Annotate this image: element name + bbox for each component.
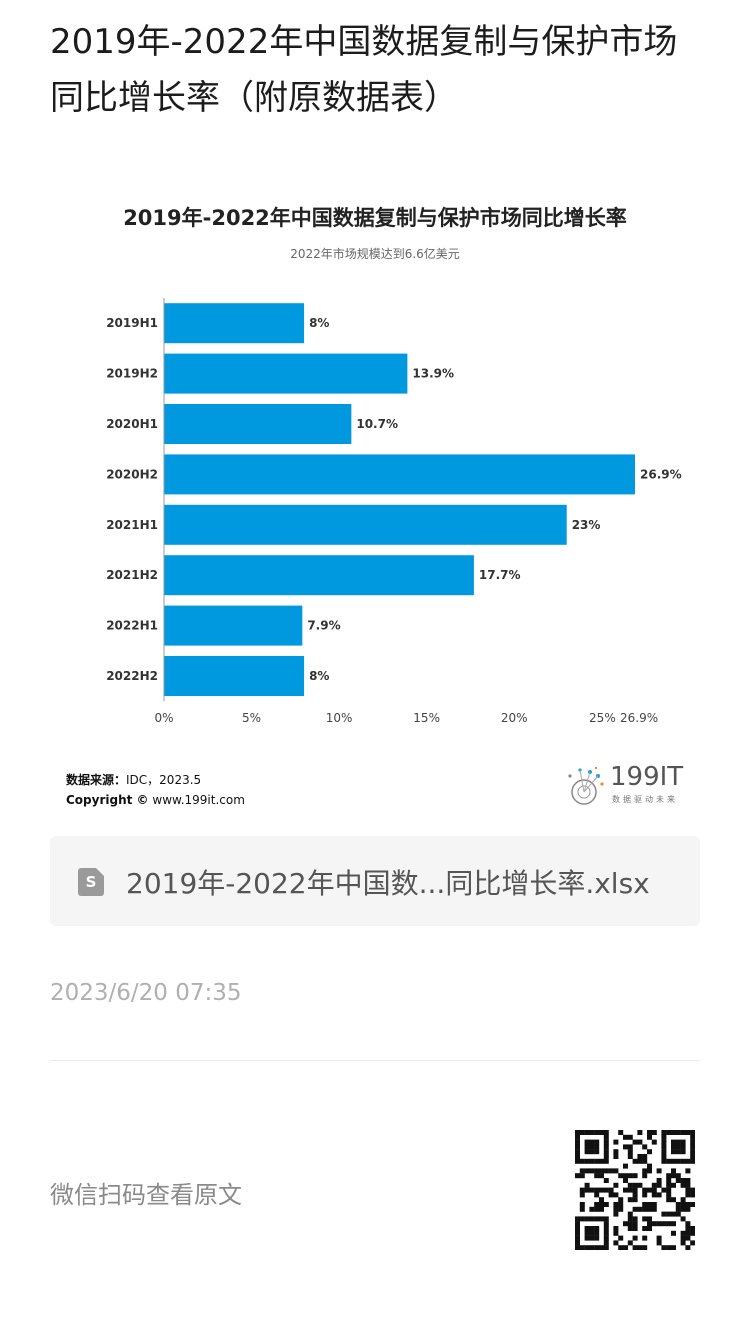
- qr-code-icon[interactable]: [575, 1130, 695, 1250]
- x-tick-label: 0%: [154, 711, 173, 725]
- bar-chart: 2019年-2022年中国数据复制与保护市场同比增长率 2022年市场规模达到6…: [106, 206, 682, 725]
- logo-199it: 199IT 数据驱动未来: [560, 762, 700, 812]
- divider: [50, 1060, 700, 1061]
- value-label: 8%: [309, 316, 329, 330]
- page-title: 2019年-2022年中国数据复制与保护市场同比增长率（附原数据表）: [50, 22, 678, 118]
- spreadsheet-file-icon: S: [78, 868, 104, 896]
- scan-to-view-text: 微信扫码查看原文: [50, 1181, 242, 1209]
- value-label: 8%: [309, 669, 329, 683]
- bar-2020H2: [164, 454, 635, 495]
- category-label: 2020H1: [106, 417, 158, 431]
- source-label: 数据来源：: [66, 773, 127, 787]
- value-label: 10.7%: [356, 417, 398, 431]
- bar-2021H1: [164, 504, 567, 545]
- copyright-label: Copyright ©: [66, 793, 149, 807]
- value-label: 17.7%: [479, 568, 521, 582]
- source-block: 数据来源：IDC，2023.5 Copyright © www.199it.co…: [66, 770, 245, 810]
- chart-subtitle: 2022年市场规模达到6.6亿美元: [290, 246, 460, 261]
- value-label: 7.9%: [307, 619, 340, 633]
- file-icon-letter: S: [85, 873, 97, 891]
- attachment-file-name[interactable]: 2019年-2022年中国数...同比增长率.xlsx: [126, 867, 650, 900]
- value-label: 23%: [572, 518, 601, 532]
- bar-2019H1: [164, 303, 305, 344]
- chart-title: 2019年-2022年中国数据复制与保护市场同比增长率: [123, 206, 627, 230]
- x-tick-label: 5%: [242, 711, 261, 725]
- x-tick-label: 10%: [326, 711, 353, 725]
- bar-2022H1: [164, 605, 303, 646]
- bar-2020H1: [164, 404, 352, 444]
- value-label: 26.9%: [640, 467, 682, 481]
- logo-burst-icon: [568, 766, 604, 805]
- x-tick-label: 25%: [589, 711, 616, 725]
- x-tick-label: 26.9%: [620, 711, 658, 725]
- logo-text: 199IT: [610, 762, 684, 792]
- category-label: 2021H1: [106, 518, 158, 532]
- attachment-file[interactable]: S 2019年-2022年中国数...同比增长率.xlsx: [50, 836, 700, 926]
- timestamp: 2023/6/20 07:35: [50, 980, 242, 1006]
- bar-2022H2: [164, 656, 305, 696]
- copyright-value: www.199it.com: [152, 793, 245, 807]
- category-label: 2019H1: [106, 316, 158, 330]
- x-tick-label: 20%: [501, 711, 528, 725]
- category-label: 2022H1: [106, 619, 158, 633]
- category-label: 2020H2: [106, 467, 158, 481]
- logo-tagline: 数据驱动未来: [612, 795, 678, 804]
- value-label: 13.9%: [412, 367, 454, 381]
- source-value: IDC，2023.5: [126, 773, 202, 787]
- x-tick-label: 15%: [413, 711, 440, 725]
- category-label: 2021H2: [106, 568, 158, 582]
- bar-2019H2: [164, 353, 408, 394]
- category-label: 2019H2: [106, 367, 158, 381]
- bar-2021H2: [164, 555, 474, 596]
- category-label: 2022H2: [106, 669, 158, 683]
- chart-card: 2019年-2022年中国数据复制与保护市场同比增长率 2022年市场规模达到6…: [30, 185, 720, 825]
